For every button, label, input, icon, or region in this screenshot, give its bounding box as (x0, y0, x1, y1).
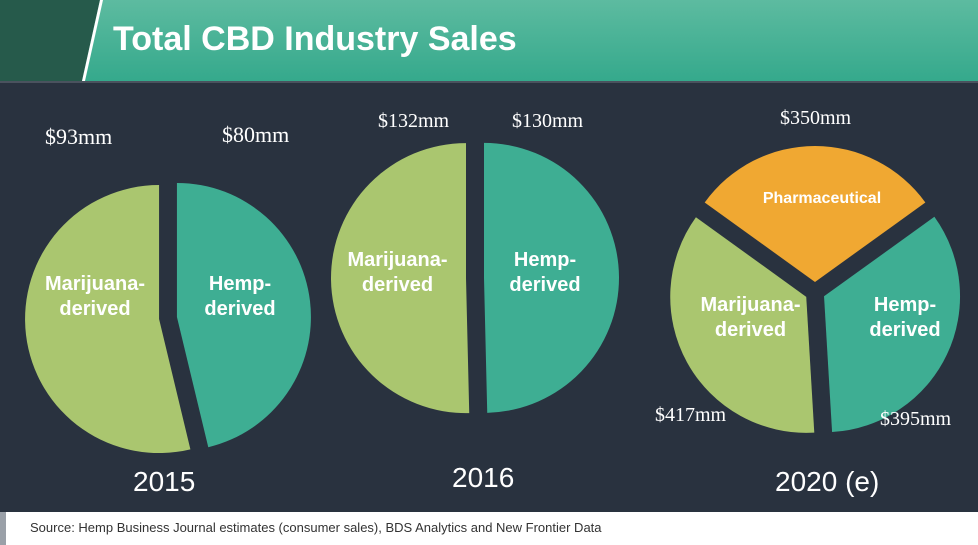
banner-border (0, 81, 978, 83)
value-label-2015-marijuana: $93mm (45, 124, 113, 149)
year-label-2016: 2016 (452, 462, 515, 493)
pie-slice-2020e-pharmaceutical (704, 146, 926, 282)
slice-label-2020-hemp: Hemp-derived (869, 294, 941, 341)
source-note: Source: Hemp Business Journal estimates … (30, 520, 602, 535)
pie-slice-2016-hemp (483, 142, 619, 413)
pie-slice-2016-marijuana (331, 143, 470, 414)
year-label-2015: 2015 (133, 466, 196, 497)
value-label-2020-marijuana: $417mm (655, 404, 727, 426)
slice-label-2015-hemp: Hemp-derived (204, 273, 276, 320)
title-banner (0, 0, 978, 81)
slice-label-2015-marijuana: Marijuana-derived (44, 273, 146, 320)
slice-label-2020-pharmaceutical: Pharmaceutical (762, 190, 882, 207)
slice-label-2016-marijuana: Marijuana-derived (347, 249, 448, 296)
value-label-2020-pharmaceutical: $350mm (780, 107, 852, 129)
value-label-2016-hemp: $130mm (512, 110, 584, 132)
value-label-2016-marijuana: $132mm (378, 110, 450, 132)
value-label-2015-hemp: $80mm (222, 122, 290, 147)
slice-label-2020-marijuana: Marijuana-derived (700, 294, 801, 341)
page-title: Total CBD Industry Sales (113, 20, 517, 58)
footer-strip (0, 512, 6, 545)
slice-label-2016-hemp: Hemp-derived (509, 249, 581, 296)
pie-slice-2015-hemp (176, 182, 311, 448)
banner-dark-block (0, 0, 100, 81)
pie-slice-2020e-marijuana (670, 217, 815, 433)
pie-slice-2020e-hemp (824, 216, 961, 433)
year-label-2020: 2020 (e) (775, 466, 880, 497)
footer (0, 512, 978, 545)
value-label-2020-hemp: $395mm (880, 408, 952, 430)
pie-slice-2015-marijuana (25, 185, 191, 454)
